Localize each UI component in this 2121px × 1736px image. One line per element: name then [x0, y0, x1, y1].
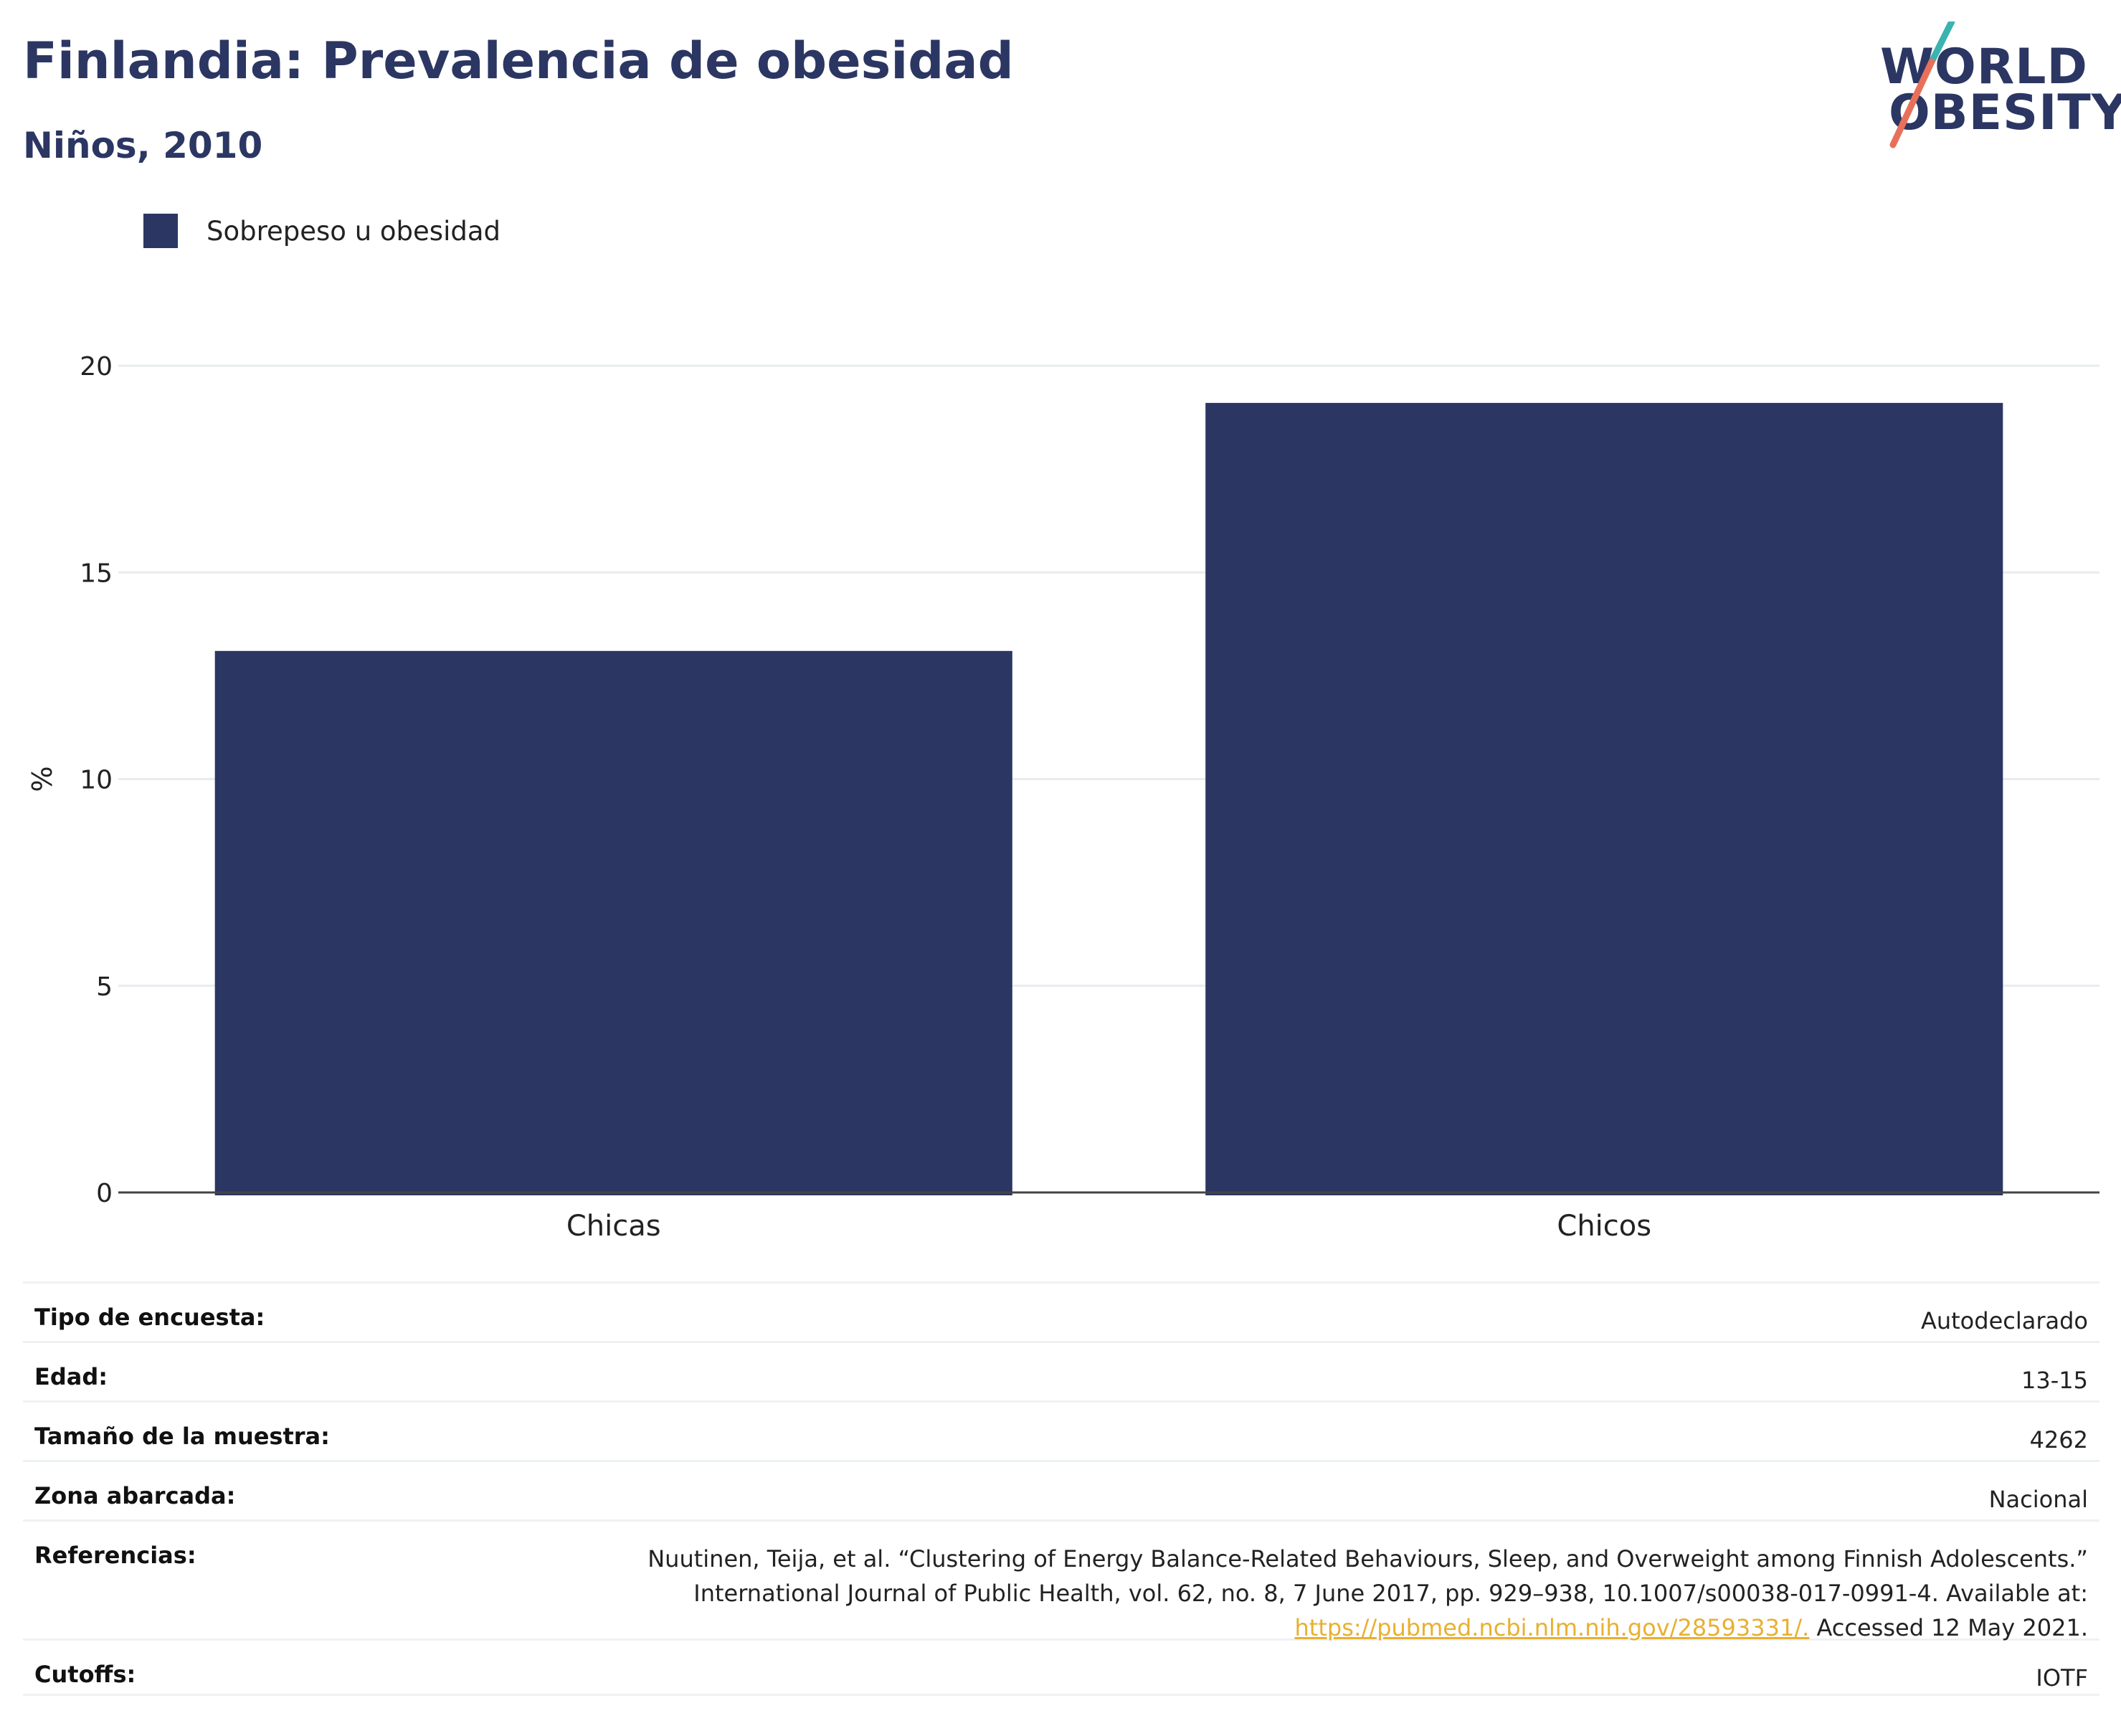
y-tick-label: 5: [96, 972, 113, 1002]
info-row-area: Zona abarcada: Nacional: [23, 1460, 2099, 1519]
info-value: 13-15: [2021, 1367, 2088, 1394]
bar: [1205, 402, 2003, 1195]
y-tick-label: 10: [80, 766, 113, 795]
x-tick-label: Chicas: [566, 1210, 661, 1243]
info-value: 4262: [2029, 1426, 2088, 1453]
info-row-sample-size: Tamaño de la muestra: 4262: [23, 1400, 2099, 1460]
info-key: Tamaño de la muestra:: [34, 1423, 330, 1450]
info-key: Referencias:: [34, 1542, 196, 1569]
info-row-survey-type: Tipo de encuesta: Autodeclarado: [23, 1281, 2099, 1341]
y-tick-label: 0: [96, 1179, 113, 1208]
reference-accessed: Accessed 12 May 2021.: [1809, 1614, 2088, 1641]
x-tick-label: Chicos: [1557, 1210, 1651, 1243]
y-tick-label: 15: [80, 559, 113, 588]
bar-chart: 0 5 10 15 20% Chicas Chicos: [27, 352, 2099, 1243]
info-value: Nuutinen, Teija, et al. “Clustering of E…: [647, 1542, 2088, 1645]
logo-word-obesity: OBESITY: [1889, 85, 2121, 141]
info-value: Nacional: [1988, 1486, 2088, 1513]
chart-legend: Sobrepeso u obesidad: [143, 214, 500, 248]
y-tick-label: 20: [80, 352, 113, 381]
reference-line-2: International Journal of Public Health, …: [693, 1580, 2088, 1607]
info-key: Cutoffs:: [34, 1661, 136, 1688]
reference-line-1: Nuutinen, Teija, et al. “Clustering of E…: [647, 1545, 2088, 1573]
info-key: Zona abarcada:: [34, 1482, 236, 1509]
y-axis-label: %: [27, 766, 58, 792]
reference-link[interactable]: https://pubmed.ncbi.nlm.nih.gov/28593331…: [1294, 1614, 1810, 1641]
info-key: Edad:: [34, 1363, 108, 1390]
info-value: Autodeclarado: [1920, 1307, 2088, 1334]
info-row-cutoffs: Cutoffs: IOTF: [23, 1638, 2099, 1696]
world-obesity-logo: WORLD OBESITY: [1871, 22, 2121, 151]
legend-label: Sobrepeso u obesidad: [207, 215, 500, 247]
logo-word-world: WORLD: [1880, 39, 2088, 95]
info-row-references: Referencias: Nuutinen, Teija, et al. “Cl…: [23, 1519, 2099, 1641]
info-value: IOTF: [2036, 1664, 2088, 1692]
page-subtitle: Niños, 2010: [23, 125, 263, 166]
page-title: Finlandia: Prevalencia de obesidad: [23, 32, 1014, 90]
info-row-age: Edad: 13-15: [23, 1341, 2099, 1400]
logo-slash-icon: [1889, 22, 1955, 148]
info-key: Tipo de encuesta:: [34, 1304, 265, 1331]
survey-info-table: Tipo de encuesta: Autodeclarado Edad: 13…: [23, 1281, 2099, 1696]
legend-swatch: [143, 214, 178, 248]
bar: [214, 650, 1012, 1195]
